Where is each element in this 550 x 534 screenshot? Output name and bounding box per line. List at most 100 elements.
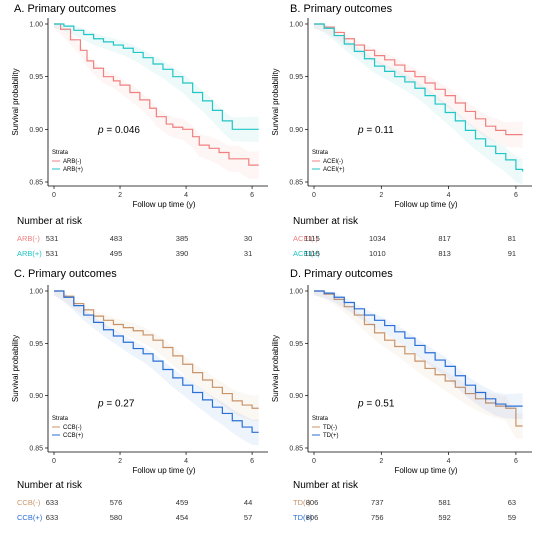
legend-title: Strata — [312, 150, 329, 156]
y-tick-label: 0.95 — [289, 74, 303, 81]
x-tick-label: 6 — [250, 192, 254, 199]
risk-count: 81 — [508, 234, 516, 243]
risk-count: 581 — [438, 498, 451, 507]
series-line-1 — [314, 290, 523, 407]
km-panel-0: A. Primary outcomes 0.85 0.90 0.95 1.00 0 2 4 6 F… — [11, 3, 268, 258]
risk-count: 30 — [244, 234, 252, 243]
y-tick-label: 0.85 — [29, 180, 43, 187]
risk-count: 454 — [176, 513, 189, 522]
risk-count: 531 — [46, 249, 59, 258]
x-tick-label: 0 — [52, 458, 56, 465]
y-tick-label: 1.00 — [289, 22, 303, 29]
series-line-1 — [54, 23, 259, 130]
y-tick-label: 0.85 — [29, 446, 43, 453]
risk-count: 459 — [176, 498, 189, 507]
risk-count: 633 — [46, 498, 59, 507]
risk-count: 756 — [371, 513, 384, 522]
x-tick-label: 6 — [514, 458, 518, 465]
legend-label: ARB(+) — [63, 167, 83, 173]
x-tick-label: 0 — [52, 192, 56, 199]
x-tick-label: 6 — [250, 458, 254, 465]
risk-count: 63 — [508, 498, 516, 507]
risk-count: 495 — [110, 249, 123, 258]
risk-count: 1034 — [369, 234, 386, 243]
y-tick-label: 1.00 — [29, 22, 43, 29]
legend-label: ARB(-) — [63, 159, 81, 165]
risk-count: 813 — [438, 249, 451, 258]
y-tick-label: 0.95 — [29, 341, 43, 348]
risk-count: 576 — [110, 498, 123, 507]
series-line-1 — [314, 23, 524, 172]
y-axis-label: Survival probability — [11, 68, 20, 135]
y-tick-label: 0.90 — [29, 393, 43, 400]
risk-count: 1010 — [369, 249, 386, 258]
x-tick-label: 4 — [447, 192, 451, 199]
legend-label: TD(-) — [323, 425, 337, 431]
y-tick-label: 0.90 — [289, 393, 303, 400]
x-tick-label: 4 — [184, 192, 188, 199]
y-tick-label: 0.95 — [29, 74, 43, 81]
x-tick-label: 0 — [312, 458, 316, 465]
y-tick-label: 0.85 — [289, 180, 303, 187]
x-axis-label: Follow up time (y) — [394, 466, 457, 475]
series-band-1 — [314, 291, 523, 420]
panel-title: C. Primary outcomes — [14, 268, 117, 280]
risk-row-label: CCB(-) — [17, 498, 41, 507]
x-axis-label: Follow up time (y) — [132, 466, 195, 475]
risk-row-label: ACEI(-) — [293, 234, 319, 243]
series-band-1 — [54, 291, 259, 446]
risk-table-title: Number at risk — [17, 216, 83, 227]
series-line-0 — [314, 290, 523, 427]
risk-table-title: Number at risk — [293, 216, 359, 227]
risk-count: 531 — [46, 234, 59, 243]
y-tick-label: 0.90 — [289, 127, 303, 134]
y-tick-label: 0.95 — [289, 341, 303, 348]
risk-count: 580 — [110, 513, 123, 522]
y-tick-label: 0.85 — [289, 446, 303, 453]
x-tick-label: 4 — [184, 458, 188, 465]
series-line-1 — [54, 290, 259, 433]
risk-count: 57 — [244, 513, 252, 522]
y-tick-label: 1.00 — [29, 289, 43, 296]
x-tick-label: 2 — [379, 458, 383, 465]
km-panel-2: C. Primary outcomes 0.85 0.90 0.95 1.00 0 2 4 6 F… — [11, 268, 268, 522]
x-tick-label: 2 — [118, 458, 122, 465]
series-line-0 — [54, 290, 259, 409]
legend-label: ACEI(-) — [323, 159, 343, 165]
risk-table-title: Number at risk — [293, 480, 359, 491]
series-band-0 — [314, 291, 523, 439]
legend-title: Strata — [52, 416, 69, 422]
panel-title: B. Primary outcomes — [290, 3, 393, 15]
risk-count: 59 — [508, 513, 516, 522]
series-band-1 — [314, 24, 523, 185]
legend-title: Strata — [52, 150, 69, 156]
km-panel-3: D. Primary outcomes 0.85 0.90 0.95 1.00 0 2 4 6 F… — [271, 268, 532, 522]
risk-count: 483 — [110, 234, 123, 243]
risk-row-label: TD(-) — [293, 498, 311, 507]
risk-count: 633 — [46, 513, 59, 522]
legend-label: CCB(-) — [63, 425, 82, 431]
x-axis-label: Follow up time (y) — [394, 200, 457, 209]
risk-count: 31 — [244, 249, 252, 258]
risk-table-title: Number at risk — [17, 480, 83, 491]
risk-count: 91 — [508, 249, 516, 258]
risk-count: 44 — [244, 498, 252, 507]
x-tick-label: 6 — [514, 192, 518, 199]
risk-count: 1115 — [304, 249, 320, 258]
risk-row-label: TD(+) — [293, 513, 313, 522]
y-tick-label: 1.00 — [289, 289, 303, 296]
risk-count: 1115 — [304, 234, 320, 243]
x-tick-label: 4 — [447, 458, 451, 465]
p-value: p = 0.27 — [97, 399, 135, 410]
panel-title: A. Primary outcomes — [14, 3, 117, 15]
risk-count: 390 — [176, 249, 189, 258]
y-tick-label: 0.90 — [29, 127, 43, 134]
legend-label: ACEI(+) — [323, 167, 345, 173]
legend-label: CCB(+) — [63, 433, 83, 439]
series-line-0 — [54, 23, 259, 166]
x-tick-label: 0 — [312, 192, 316, 199]
risk-row-label: ACEI(+) — [293, 249, 320, 258]
panel-title: D. Primary outcomes — [290, 268, 393, 280]
risk-row-label: ARB(+) — [17, 249, 42, 258]
